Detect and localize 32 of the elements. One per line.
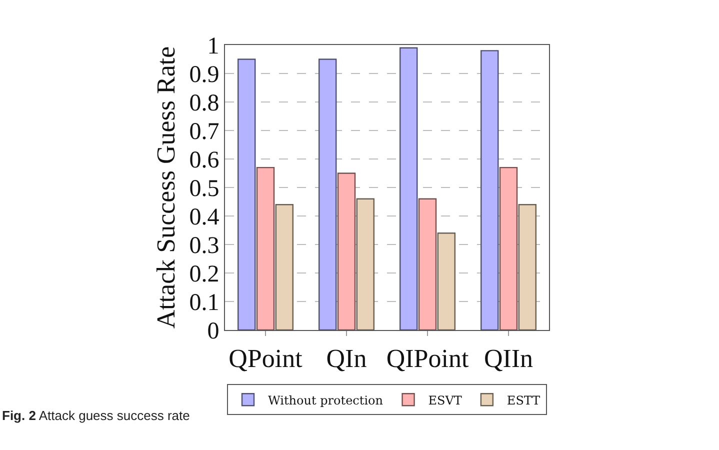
legend-label: Without protection	[268, 393, 384, 408]
bar	[275, 204, 294, 330]
bar	[256, 166, 275, 330]
bar	[518, 204, 537, 330]
y-tick-label: 0.4	[189, 204, 220, 230]
bar	[400, 47, 418, 330]
x-tick-label: QIn	[326, 344, 367, 374]
bar	[437, 232, 456, 330]
x-tick-label: QPoint	[228, 344, 304, 374]
y-tick-label: 0.8	[189, 90, 220, 116]
x-tick-label: QIIn	[484, 344, 534, 374]
bar	[480, 50, 499, 330]
x-tick-label: QIPoint	[386, 344, 470, 374]
legend-label: ESTT	[506, 393, 540, 408]
caption: Fig. 2 Attack guess success rate	[2, 408, 190, 423]
bar	[356, 198, 375, 330]
y-tick-label: 1	[207, 33, 220, 60]
y-tick-label: 0.1	[189, 290, 220, 316]
y-axis-title: Attack Success Guess Rate	[152, 46, 181, 329]
bar	[418, 198, 437, 330]
bar	[337, 172, 356, 330]
y-tick-label: 0.2	[189, 261, 220, 288]
bar	[238, 58, 256, 330]
y-tick-label: 0	[207, 318, 220, 344]
y-tick-label: 0.9	[189, 62, 220, 88]
y-tick-label: 0.7	[189, 118, 220, 145]
bar	[318, 58, 337, 330]
bar	[499, 166, 518, 330]
y-tick-label: 0.3	[189, 232, 220, 259]
y-tick-label: 0.5	[189, 176, 220, 202]
legend-label: ESVT	[428, 393, 462, 408]
y-tick-label: 0.6	[189, 147, 220, 174]
